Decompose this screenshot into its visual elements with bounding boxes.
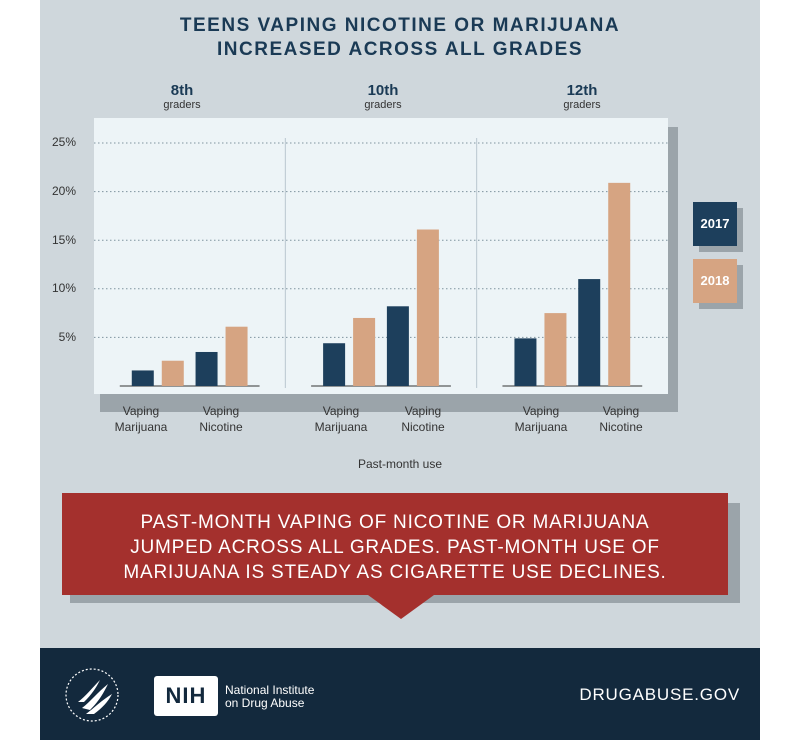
bar-2017 bbox=[514, 338, 537, 386]
bar-2018 bbox=[608, 182, 631, 386]
institute-name-line: National Institute bbox=[225, 683, 315, 697]
legend-2017: 2017 bbox=[693, 202, 737, 246]
institute-name: National Institute on Drug Abuse bbox=[225, 684, 314, 710]
category-label-line: Nicotine bbox=[401, 420, 445, 434]
bar-2017 bbox=[386, 306, 409, 386]
plot-area bbox=[94, 118, 668, 394]
category-label: Vaping Marijuana bbox=[301, 403, 381, 435]
category-label: Vaping Marijuana bbox=[101, 403, 181, 435]
category-label: Vaping Nicotine bbox=[181, 403, 261, 435]
group-label: graders bbox=[163, 99, 201, 111]
category-label-line: Vaping bbox=[322, 404, 360, 418]
y-tick-label: 25% bbox=[51, 135, 76, 149]
bar-2017 bbox=[323, 343, 346, 386]
category-label: Vaping Nicotine bbox=[581, 403, 661, 435]
category-label-line: Marijuana bbox=[314, 420, 368, 434]
category-label-line: Nicotine bbox=[599, 420, 643, 434]
group-grade: 10th bbox=[367, 82, 399, 99]
group-header-8th: 8th graders bbox=[122, 82, 242, 111]
category-label-line: Marijuana bbox=[114, 420, 168, 434]
title-line-2: INCREASED ACROSS ALL GRADES bbox=[217, 39, 583, 60]
hhs-logo-icon bbox=[65, 668, 119, 722]
category-label-line: Vaping bbox=[404, 404, 442, 418]
bar-2018 bbox=[225, 326, 248, 386]
legend-2018: 2018 bbox=[693, 259, 737, 303]
x-axis-label: Past-month use bbox=[357, 457, 443, 471]
callout-line: JUMPED ACROSS ALL GRADES. PAST-MONTH USE… bbox=[130, 537, 660, 558]
y-tick-label: 5% bbox=[58, 330, 76, 344]
y-tick-label: 15% bbox=[51, 233, 76, 247]
site-link[interactable]: DRUGABUSE.GOV bbox=[579, 685, 740, 704]
category-label-line: Nicotine bbox=[199, 420, 243, 434]
bar-2018 bbox=[353, 317, 376, 386]
callout-line: MARIJUANA IS STEADY AS CIGARETTE USE DEC… bbox=[123, 562, 667, 583]
category-label-line: Vaping bbox=[202, 404, 240, 418]
bar-2017 bbox=[131, 370, 154, 386]
category-label-line: Vaping bbox=[602, 404, 640, 418]
group-grade: 12th bbox=[566, 82, 598, 99]
category-label: Vaping Nicotine bbox=[383, 403, 463, 435]
y-tick-label: 20% bbox=[51, 184, 76, 198]
page-title: TEENS VAPING NICOTINE OR MARIJUANA INCRE… bbox=[40, 14, 760, 62]
bar-2018 bbox=[544, 313, 567, 386]
group-header-10th: 10th graders bbox=[323, 82, 443, 111]
title-line-1: TEENS VAPING NICOTINE OR MARIJUANA bbox=[179, 15, 621, 36]
callout-line: PAST-MONTH VAPING OF NICOTINE OR MARIJUA… bbox=[140, 512, 650, 533]
callout-pointer bbox=[368, 595, 434, 619]
nih-logo: NIH bbox=[154, 676, 218, 716]
group-header-12th: 12th graders bbox=[522, 82, 642, 111]
category-label-line: Vaping bbox=[122, 404, 160, 418]
group-label: graders bbox=[563, 99, 601, 111]
bar-2018 bbox=[416, 229, 439, 386]
y-tick-label: 10% bbox=[51, 281, 76, 295]
callout-box: PAST-MONTH VAPING OF NICOTINE OR MARIJUA… bbox=[62, 493, 728, 595]
category-label: Vaping Marijuana bbox=[501, 403, 581, 435]
bar-2017 bbox=[195, 351, 218, 386]
group-label: graders bbox=[364, 99, 402, 111]
category-label-line: Vaping bbox=[522, 404, 560, 418]
institute-name-line: on Drug Abuse bbox=[225, 696, 305, 710]
bar-2017 bbox=[578, 279, 601, 386]
bar-chart bbox=[94, 118, 668, 394]
bar-2018 bbox=[161, 360, 184, 386]
category-label-line: Marijuana bbox=[514, 420, 568, 434]
group-grade: 8th bbox=[170, 82, 194, 99]
